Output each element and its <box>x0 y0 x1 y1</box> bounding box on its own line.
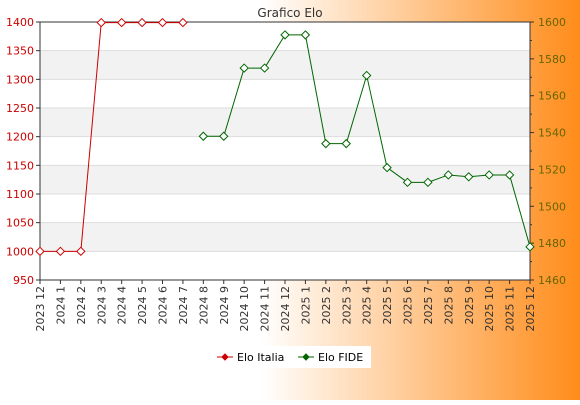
right-tick-label: 1480 <box>538 237 566 250</box>
left-tick-label: 1100 <box>6 188 34 201</box>
x-tick-label: 2024 1 <box>54 286 67 325</box>
data-point-elo-fide <box>321 138 331 149</box>
grid-lines <box>40 21 530 281</box>
series-layer <box>35 17 535 257</box>
x-tick-label: 2024 4 <box>116 286 129 325</box>
plot-band <box>40 165 530 194</box>
chart-legend: Elo Italia Elo FIDE <box>211 346 371 368</box>
legend-fide-label: Elo FIDE <box>318 351 363 364</box>
right-tick-label: 1460 <box>538 274 566 287</box>
legend-italia-label: Elo Italia <box>237 351 284 364</box>
right-tick-label: 1600 <box>538 16 566 29</box>
x-tick-label: 2023 12 <box>34 286 47 332</box>
left-tick-label: 1000 <box>6 245 34 258</box>
left-axis: 950 1000 1050 1100 1150 1200 1250 1300 1350 1400 <box>6 16 40 287</box>
left-tick-label: 1050 <box>6 217 34 230</box>
data-point-elo-fide <box>423 177 433 188</box>
data-point-elo-fide <box>239 63 249 73</box>
left-tick-label: 1200 <box>6 131 34 144</box>
data-point-elo-fide <box>341 138 351 149</box>
data-point-elo-italia <box>35 246 45 257</box>
x-tick-label: 2025 12 <box>524 286 537 332</box>
data-point-elo-italia <box>96 17 106 28</box>
x-tick-label: 2024 9 <box>218 286 231 325</box>
data-point-elo-fide <box>443 170 454 180</box>
data-point-elo-fide <box>361 70 372 81</box>
data-point-elo-fide <box>300 30 311 40</box>
left-tick-label: 1400 <box>6 16 34 29</box>
x-tick-label: 2025 3 <box>340 286 353 325</box>
data-point-elo-italia <box>76 246 86 257</box>
legend-item-elo-italia[interactable]: Elo Italia <box>217 351 284 364</box>
data-point-elo-fide <box>464 172 474 182</box>
data-point-elo-fide <box>280 30 290 40</box>
data-point-elo-fide <box>484 170 494 180</box>
x-axis: 2023 12 2024 1 2024 2 2024 3 2024 4 2024 5 202… <box>34 280 537 332</box>
plot-band <box>40 251 530 280</box>
left-tick-label: 1150 <box>6 159 34 172</box>
x-tick-label: 2025 4 <box>361 286 374 325</box>
right-tick-label: 1540 <box>538 127 566 140</box>
x-tick-label: 2025 6 <box>402 286 415 325</box>
data-point-elo-fide <box>382 162 392 173</box>
plot-band <box>40 136 530 166</box>
right-tick-label: 1520 <box>538 163 566 176</box>
plot-band <box>40 194 530 223</box>
data-point-elo-fide <box>402 177 413 188</box>
x-tick-label: 2025 2 <box>320 286 333 325</box>
x-tick-label: 2025 9 <box>463 286 476 325</box>
x-tick-label: 2025 5 <box>381 286 394 325</box>
x-tick-label: 2024 5 <box>136 286 149 325</box>
data-point-elo-italia <box>178 17 188 28</box>
left-tick-label: 1300 <box>6 73 34 86</box>
data-point-elo-italia <box>157 17 168 28</box>
data-point-elo-italia <box>137 17 147 28</box>
data-point-elo-italia <box>55 246 66 257</box>
x-tick-label: 2024 12 <box>279 286 292 332</box>
left-tick-label: 950 <box>13 274 34 287</box>
x-tick-label: 2025 8 <box>442 286 455 325</box>
plot-band <box>40 108 530 137</box>
plot-band <box>40 222 530 252</box>
x-tick-label: 2024 11 <box>259 286 272 332</box>
x-tick-label: 2024 10 <box>238 286 251 332</box>
data-point-elo-fide <box>525 242 535 252</box>
x-tick-label: 2025 7 <box>422 286 435 325</box>
chart-title: Grafico Elo <box>257 6 322 20</box>
left-tick-label: 1350 <box>6 45 34 58</box>
x-tick-label: 2025 11 <box>504 286 517 332</box>
legend-italia-marker <box>221 353 229 361</box>
right-tick-label: 1580 <box>538 53 566 66</box>
x-tick-label: 2024 6 <box>157 286 170 325</box>
x-tick-label: 2025 10 <box>483 286 496 332</box>
data-point-elo-fide <box>198 131 209 141</box>
left-tick-label: 1250 <box>6 102 34 115</box>
plot-band <box>40 50 530 80</box>
x-tick-label: 2024 8 <box>197 286 210 325</box>
x-tick-label: 2025 1 <box>299 286 312 325</box>
right-axis: 1460 1480 1500 1520 1540 1560 1580 1600 <box>530 16 566 287</box>
data-point-elo-fide <box>219 131 229 141</box>
data-point-elo-italia <box>116 17 127 28</box>
x-tick-label: 2024 3 <box>95 286 108 325</box>
plot-bands <box>40 22 530 280</box>
right-tick-label: 1560 <box>538 90 566 103</box>
x-tick-label: 2024 7 <box>177 286 190 325</box>
data-point-elo-fide <box>504 170 515 180</box>
legend-fide-marker <box>302 353 310 361</box>
right-tick-label: 1500 <box>538 200 566 213</box>
legend-box <box>211 346 371 368</box>
plot-band <box>40 79 530 108</box>
x-tick-label: 2024 2 <box>75 286 88 325</box>
data-point-elo-fide <box>259 63 270 73</box>
legend-item-elo-fide[interactable]: Elo FIDE <box>298 351 363 364</box>
